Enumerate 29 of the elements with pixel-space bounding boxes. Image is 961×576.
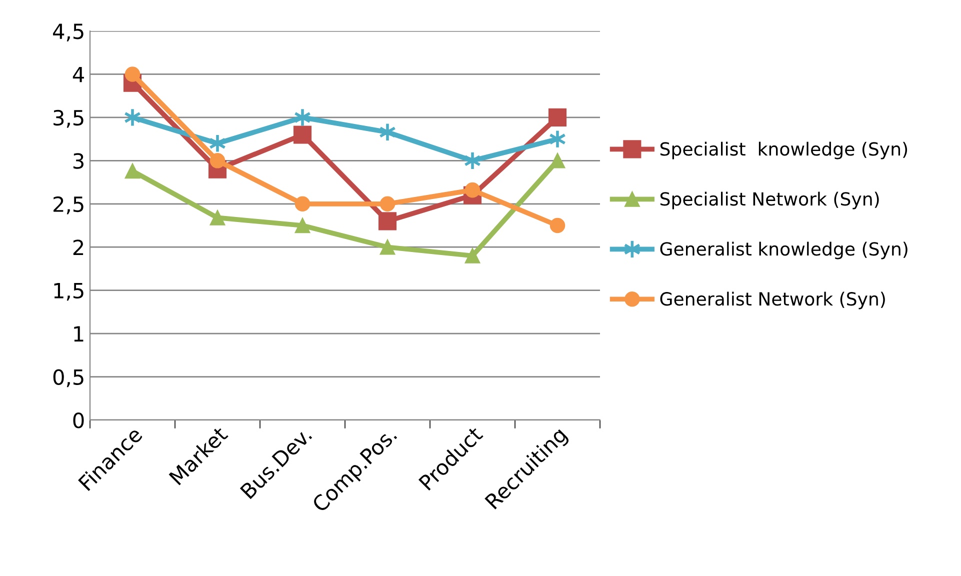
point (550, 218, 566, 234)
y-tick-label: 4,5 (53, 24, 84, 42)
y-tick-label: 3 (73, 153, 84, 169)
point (294, 196, 310, 212)
y-tick-label: 2,5 (54, 196, 84, 214)
y-tick-label: 4 (72, 66, 84, 82)
y-tick-label: 2 (73, 240, 84, 256)
point (380, 239, 396, 255)
point (464, 248, 480, 264)
point (124, 66, 140, 82)
point (293, 126, 312, 144)
point (294, 218, 310, 234)
point (550, 153, 566, 168)
legend-label: Generalist Network (Syn) (660, 292, 885, 310)
legend-label: Specialist Network (Syn) (660, 192, 879, 210)
point (378, 212, 397, 230)
point (210, 153, 226, 168)
legend-label: Specialist knowledge (Syn) (660, 142, 908, 160)
point (380, 196, 396, 212)
y-tick-label: 0 (73, 412, 84, 428)
point (124, 163, 140, 179)
point (464, 182, 480, 198)
point (548, 108, 567, 126)
y-tick-label: 3,5 (54, 110, 84, 128)
point (210, 210, 226, 226)
y-tick-label: 0,5 (53, 369, 84, 388)
y-tick-label: 1 (74, 326, 84, 342)
y-tick-label: 1,5 (54, 283, 84, 301)
legend-label: Generalist knowledge (Syn) (660, 242, 908, 260)
